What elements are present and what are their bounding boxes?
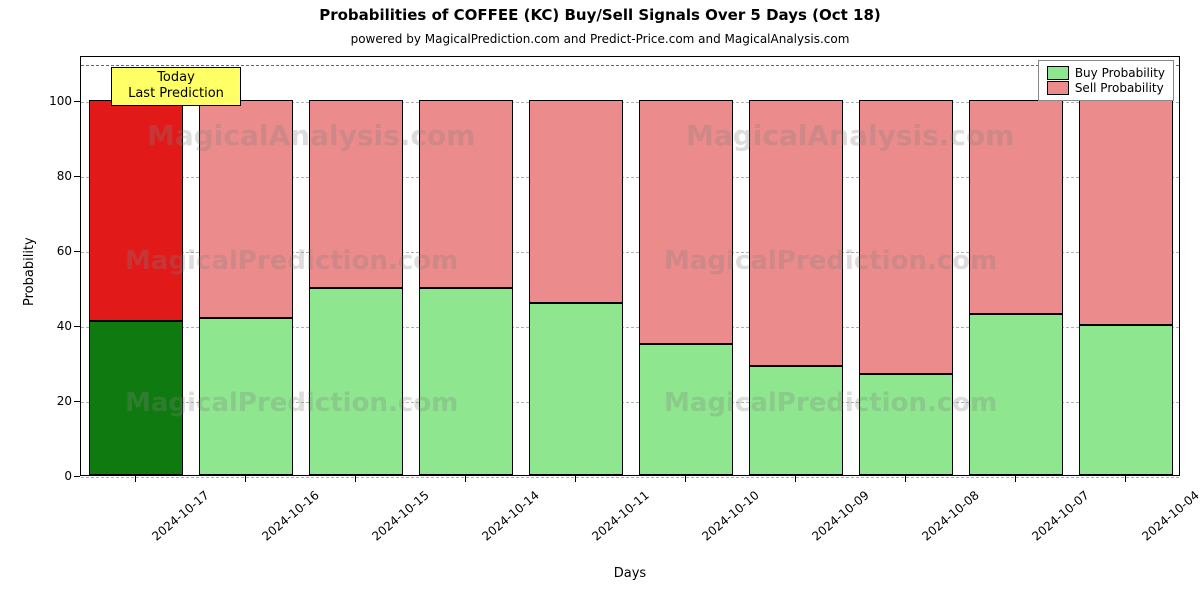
bar-sell	[1079, 100, 1173, 325]
bar-group	[309, 55, 403, 475]
bar-buy	[529, 303, 623, 476]
legend-item: Buy Probability	[1047, 66, 1165, 80]
bar-buy	[419, 288, 513, 476]
xtick-label: 2024-10-16	[259, 488, 321, 544]
ytick-mark	[74, 101, 80, 102]
ytick-mark	[74, 326, 80, 327]
bar-buy	[969, 314, 1063, 475]
bar-buy	[199, 318, 293, 476]
ytick-label: 40	[40, 319, 72, 333]
xtick-mark	[905, 476, 906, 482]
bar-sell	[969, 100, 1063, 314]
xtick-label: 2024-10-07	[1029, 488, 1091, 544]
legend: Buy ProbabilitySell Probability	[1038, 60, 1174, 101]
ytick-mark	[74, 251, 80, 252]
bar-buy	[639, 344, 733, 475]
xtick-mark	[575, 476, 576, 482]
legend-swatch	[1047, 66, 1069, 80]
bar-group	[639, 55, 733, 475]
bar-group	[529, 55, 623, 475]
xtick-label: 2024-10-04	[1139, 488, 1200, 544]
plot-area: TodayLast PredictionMagicalAnalysis.comM…	[80, 56, 1180, 476]
bar-sell	[419, 100, 513, 288]
xtick-label: 2024-10-10	[699, 488, 761, 544]
today-annotation: TodayLast Prediction	[111, 67, 241, 106]
bar-sell	[749, 100, 843, 366]
ytick-label: 100	[40, 94, 72, 108]
bar-buy	[859, 374, 953, 475]
xtick-mark	[355, 476, 356, 482]
bar-sell	[89, 100, 183, 321]
bar-buy	[89, 321, 183, 475]
xtick-mark	[1015, 476, 1016, 482]
bar-group	[749, 55, 843, 475]
bar-sell	[199, 100, 293, 318]
x-axis-label: Days	[80, 566, 1180, 581]
xtick-label: 2024-10-09	[809, 488, 871, 544]
chart-container: Probabilities of COFFEE (KC) Buy/Sell Si…	[0, 0, 1200, 600]
xtick-label: 2024-10-17	[149, 488, 211, 544]
ytick-label: 20	[40, 394, 72, 408]
bar-buy	[309, 288, 403, 476]
bar-group	[1079, 55, 1173, 475]
annotation-line: Today	[118, 70, 234, 86]
ytick-label: 0	[40, 469, 72, 483]
ytick-label: 80	[40, 169, 72, 183]
bar-sell	[529, 100, 623, 303]
legend-label: Sell Probability	[1075, 81, 1164, 95]
xtick-mark	[465, 476, 466, 482]
watermark: MagicalAnalysis.com	[686, 119, 1014, 152]
bar-group	[859, 55, 953, 475]
ytick-label: 60	[40, 244, 72, 258]
bar-buy	[1079, 325, 1173, 475]
bar-group	[89, 55, 183, 475]
xtick-mark	[685, 476, 686, 482]
ytick-mark	[74, 176, 80, 177]
y-axis-label: Probability	[22, 237, 37, 306]
xtick-label: 2024-10-08	[919, 488, 981, 544]
legend-swatch	[1047, 81, 1069, 95]
ytick-mark	[74, 401, 80, 402]
bar-sell	[639, 100, 733, 344]
bar-group	[199, 55, 293, 475]
bar-buy	[749, 366, 843, 475]
bar-group	[419, 55, 513, 475]
bar-group	[969, 55, 1063, 475]
xtick-mark	[795, 476, 796, 482]
xtick-mark	[135, 476, 136, 482]
bar-sell	[859, 100, 953, 374]
annotation-line: Last Prediction	[118, 86, 234, 102]
chart-subtitle: powered by MagicalPrediction.com and Pre…	[0, 32, 1200, 46]
xtick-label: 2024-10-15	[369, 488, 431, 544]
chart-title: Probabilities of COFFEE (KC) Buy/Sell Si…	[0, 6, 1200, 24]
xtick-mark	[1125, 476, 1126, 482]
xtick-label: 2024-10-14	[479, 488, 541, 544]
xtick-mark	[245, 476, 246, 482]
legend-item: Sell Probability	[1047, 81, 1165, 95]
bar-sell	[309, 100, 403, 288]
xtick-label: 2024-10-11	[589, 488, 651, 544]
ytick-mark	[74, 476, 80, 477]
legend-label: Buy Probability	[1075, 66, 1165, 80]
